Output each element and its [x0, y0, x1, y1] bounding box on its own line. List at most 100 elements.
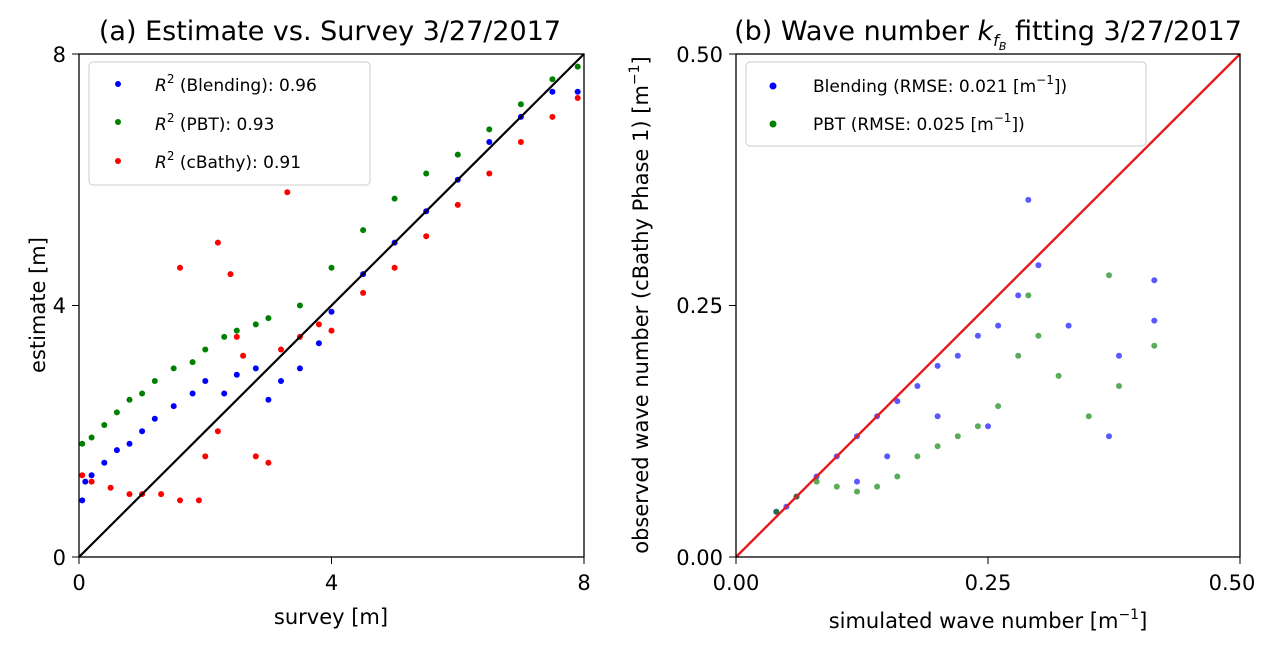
point-a-cbathy-14 — [284, 189, 291, 196]
point-b-blending-21 — [934, 413, 941, 420]
point-a-cbathy-10 — [233, 333, 240, 340]
point-b-pbt-6 — [894, 473, 901, 480]
point-a-pbt-2 — [101, 422, 108, 428]
point-a-pbt-18 — [423, 170, 430, 177]
point-a-pbt-1 — [88, 434, 95, 441]
point-a-blending-13 — [252, 365, 259, 372]
point-a-blending-23 — [486, 139, 493, 145]
point-b-blending-24 — [1025, 196, 1032, 203]
point-a-pbt-0 — [79, 440, 86, 447]
point-a-blending-3 — [101, 459, 108, 466]
point-a-cbathy-8 — [202, 453, 209, 460]
point-a-blending-7 — [151, 415, 158, 422]
point-b-pbt-2 — [813, 478, 820, 485]
point-a-cbathy-17 — [227, 271, 234, 278]
point-a-cbathy-12 — [265, 459, 272, 466]
point-a-pbt-17 — [391, 195, 398, 202]
point-a-cbathy-29 — [574, 95, 581, 101]
point-b-pbt-11 — [995, 403, 1002, 410]
point-b-blending-22 — [985, 423, 991, 430]
point-a-blending-12 — [233, 371, 240, 378]
y-tick-label-a-0: 0 — [53, 546, 66, 570]
point-a-cbathy-21 — [328, 327, 335, 334]
point-b-blending-7 — [894, 398, 901, 405]
x-tick-label-a-2: 8 — [577, 571, 590, 595]
point-a-cbathy-9 — [214, 428, 221, 435]
point-b-pbt-12 — [1015, 352, 1022, 359]
y-tick-label-b-2: 0.50 — [676, 43, 723, 67]
point-a-blending-9 — [189, 390, 196, 397]
legend-a-marker-cbathy — [115, 158, 121, 164]
point-a-cbathy-16 — [177, 264, 183, 271]
point-a-pbt-7 — [170, 365, 177, 372]
point-a-cbathy-28 — [549, 113, 556, 120]
point-a-cbathy-18 — [240, 352, 247, 359]
point-a-cbathy-7 — [195, 497, 202, 504]
point-a-blending-0 — [79, 497, 86, 504]
legend-b-marker-pbt — [769, 120, 777, 128]
point-b-pbt-3 — [833, 483, 840, 490]
legend-a-box — [88, 61, 371, 186]
point-b-pbt-18 — [1106, 272, 1112, 279]
point-b-blending-9 — [934, 362, 941, 369]
point-a-blending-6 — [139, 428, 146, 435]
y-tick-label-a-1: 4 — [53, 294, 66, 318]
point-b-pbt-10 — [974, 423, 981, 430]
point-b-blending-18 — [1151, 317, 1158, 324]
y-axis-label-b: observed wave number (cBathy Phase 1) [m… — [627, 56, 653, 554]
panel-b: (b) Wave number kfB fitting 3/27/2017 0.… — [627, 16, 1255, 633]
point-a-pbt-22 — [549, 76, 556, 83]
point-a-blending-1 — [82, 478, 89, 485]
reference-line-a — [78, 53, 585, 558]
point-a-cbathy-27 — [517, 139, 524, 145]
point-a-pbt-23 — [574, 63, 581, 70]
chart-b-title: (b) Wave number kfB fitting 3/27/2017 — [734, 16, 1242, 53]
point-b-blending-8 — [914, 383, 921, 389]
point-a-cbathy-20 — [315, 321, 322, 328]
point-a-blending-4 — [113, 447, 120, 454]
legend-b: Blending (RMSE: 0.021 [m−1]) PBT (RMSE: … — [745, 61, 1147, 147]
point-a-cbathy-26 — [486, 170, 493, 177]
legend-a-marker-pbt — [115, 119, 121, 125]
point-a-blending-10 — [202, 378, 209, 384]
point-b-blending-23 — [1106, 433, 1112, 440]
point-a-pbt-10 — [221, 333, 228, 340]
legend-a-label-blending: R2 (Blending): 0.96 — [155, 72, 317, 96]
legend-b-marker-blending — [769, 82, 777, 90]
point-b-pbt-7 — [914, 453, 921, 460]
point-a-blending-2 — [88, 472, 95, 479]
point-a-pbt-16 — [360, 227, 367, 234]
point-b-blending-13 — [1015, 292, 1022, 299]
x-tick-label-b-2: 0.50 — [1209, 571, 1256, 595]
point-b-pbt-14 — [1055, 372, 1062, 379]
point-b-blending-14 — [1035, 262, 1042, 269]
point-b-blending-12 — [995, 322, 1002, 329]
point-a-blending-17 — [315, 340, 322, 347]
panel-a: (a) Estimate vs. Survey 3/27/2017 0 4 8 … — [26, 16, 591, 629]
point-a-cbathy-0 — [79, 472, 86, 479]
point-a-blending-16 — [296, 365, 303, 372]
y-tick-label-b-0: 0.00 — [676, 546, 723, 570]
legend-b-box — [745, 61, 1147, 147]
point-a-pbt-20 — [486, 126, 493, 133]
point-a-pbt-5 — [139, 390, 146, 397]
legend-b-label-blending: Blending (RMSE: 0.021 [m−1]) — [813, 73, 1067, 97]
x-tick-label-b-1: 0.25 — [965, 571, 1012, 595]
point-a-cbathy-3 — [126, 491, 133, 498]
point-b-blending-10 — [954, 352, 961, 359]
y-tick-label-a-2: 8 — [53, 43, 66, 67]
point-a-cbathy-25 — [454, 201, 461, 208]
point-b-pbt-5 — [874, 483, 881, 490]
x-tick-label-a-0: 0 — [72, 571, 85, 595]
point-b-blending-17 — [1151, 277, 1158, 284]
point-b-pbt-4 — [854, 488, 860, 495]
point-a-cbathy-15 — [214, 239, 221, 246]
point-a-blending-18 — [328, 308, 335, 315]
point-a-cbathy-1 — [88, 478, 95, 485]
x-tick-label-a-1: 4 — [325, 571, 338, 595]
point-a-cbathy-6 — [177, 497, 183, 504]
reference-line-b — [735, 53, 1241, 558]
point-a-pbt-13 — [265, 315, 272, 322]
legend-a-label-cbathy: R2 (cBathy): 0.91 — [155, 149, 301, 173]
point-b-pbt-17 — [1151, 342, 1158, 349]
